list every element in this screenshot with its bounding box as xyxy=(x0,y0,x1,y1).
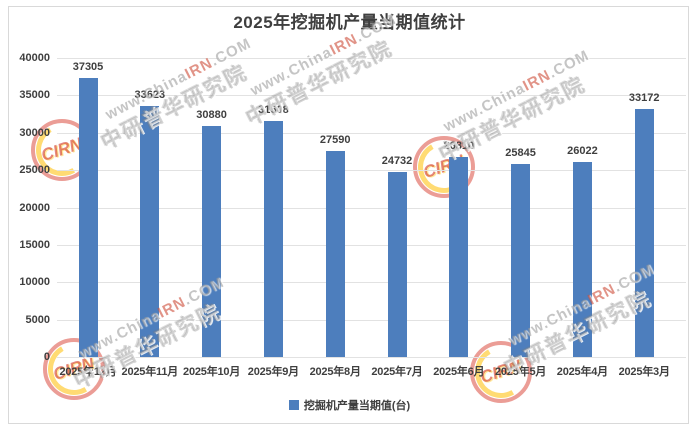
gridline xyxy=(57,95,686,97)
bar-value-label: 26022 xyxy=(567,145,598,158)
bar xyxy=(325,150,345,357)
gridline xyxy=(57,282,686,284)
x-axis-category-label: 2025年11月 xyxy=(121,366,179,378)
x-axis-category-label: 2025年10月 xyxy=(183,366,241,378)
y-axis-tick-label: 5000 xyxy=(25,313,50,326)
legend-swatch xyxy=(288,400,299,410)
gridline xyxy=(57,244,686,246)
y-axis-tick-label: 40000 xyxy=(19,52,50,64)
legend-label: 挖掘机产量当期值(台) xyxy=(303,400,411,412)
gridline xyxy=(57,207,686,209)
x-axis-category-label: 2025年9月 xyxy=(247,366,299,378)
x-axis-category-label: 2025年3月 xyxy=(618,366,670,378)
gridline xyxy=(57,132,686,134)
gridline xyxy=(57,58,686,59)
bar xyxy=(511,163,531,357)
bar xyxy=(140,105,160,357)
bar xyxy=(387,172,407,357)
y-axis-tick-label: 15000 xyxy=(19,238,50,251)
bar xyxy=(572,162,592,357)
bar-value-label: 27590 xyxy=(319,133,351,146)
y-axis-tick-label: 10000 xyxy=(19,276,50,289)
chart-title: 2025年挖掘机产量当期值统计 xyxy=(233,13,466,32)
y-axis-tick-label: 35000 xyxy=(19,89,50,102)
y-axis-tick-label: 25000 xyxy=(19,164,50,177)
y-axis-tick-label: 0 xyxy=(43,351,50,363)
bar-value-label: 33623 xyxy=(134,88,166,101)
bar-value-label: 37305 xyxy=(72,61,104,74)
legend: 挖掘机产量当期值(台) xyxy=(0,397,699,413)
x-axis-category-label: 2025年4月 xyxy=(556,366,608,378)
bar-value-label: 24732 xyxy=(381,155,413,168)
gridline xyxy=(57,357,686,358)
bar xyxy=(449,156,469,357)
gridline xyxy=(57,170,686,172)
bar-value-label: 31608 xyxy=(258,103,289,116)
bar xyxy=(202,126,222,357)
bar xyxy=(634,109,654,357)
bar-value-label: 30880 xyxy=(196,109,227,122)
bar-value-label: 25845 xyxy=(505,146,536,159)
y-axis-tick-label: 20000 xyxy=(19,201,50,214)
x-axis-category-label: 2025年8月 xyxy=(309,366,361,378)
x-axis-category-label: 2025年5月 xyxy=(494,366,547,378)
bar xyxy=(263,120,283,357)
bar-value-label: 33172 xyxy=(628,92,660,105)
bar-value-label: 26810 xyxy=(443,139,475,152)
y-axis-tick-label: 30000 xyxy=(19,126,50,139)
bar xyxy=(78,78,98,357)
x-axis-category-label: 2025年7月 xyxy=(371,366,423,378)
gridline xyxy=(57,319,686,321)
